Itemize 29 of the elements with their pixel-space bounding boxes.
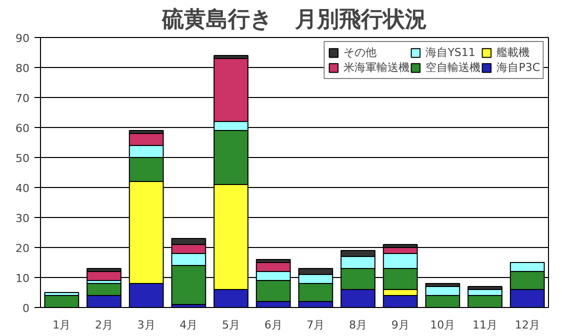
x-tick-label: 5月 xyxy=(222,318,240,332)
y-tick-label: 90 xyxy=(16,32,30,45)
legend-label: 海自P3C xyxy=(496,60,540,75)
x-tick-label: 1月 xyxy=(52,318,71,332)
chart-title: 硫黄島行き 月別飛行状況 xyxy=(161,6,427,32)
x-tick-label: 6月 xyxy=(264,318,282,332)
y-tick-label: 40 xyxy=(16,182,30,195)
x-tick-label: 3月 xyxy=(137,318,156,332)
x-tick-label: 7月 xyxy=(306,318,325,332)
x-tick-label: 11月 xyxy=(472,318,498,332)
legend-label: 米海軍輸送機 xyxy=(344,60,410,75)
legend-label: 海自YS11 xyxy=(426,45,476,60)
x-tick-label: 2月 xyxy=(95,318,113,332)
legend-label: 艦載機 xyxy=(496,45,530,60)
x-tick-label: 4月 xyxy=(180,318,198,332)
y-tick-label: 30 xyxy=(16,212,30,225)
legend-label: 空自輸送機 xyxy=(426,60,481,75)
y-tick-label: 70 xyxy=(16,92,30,105)
x-tick-label: 8月 xyxy=(349,318,367,332)
y-tick-label: 60 xyxy=(16,122,30,135)
x-tick-label: 9月 xyxy=(391,318,410,332)
y-tick-label: 0 xyxy=(22,302,30,315)
legend-label: その他 xyxy=(344,45,377,60)
y-tick-label: 80 xyxy=(16,62,30,75)
y-tick-label: 10 xyxy=(16,272,30,285)
y-tick-label: 20 xyxy=(16,242,30,255)
x-tick-label: 12月 xyxy=(514,318,540,332)
x-tick-label: 10月 xyxy=(430,318,456,332)
y-tick-label: 50 xyxy=(16,152,30,165)
